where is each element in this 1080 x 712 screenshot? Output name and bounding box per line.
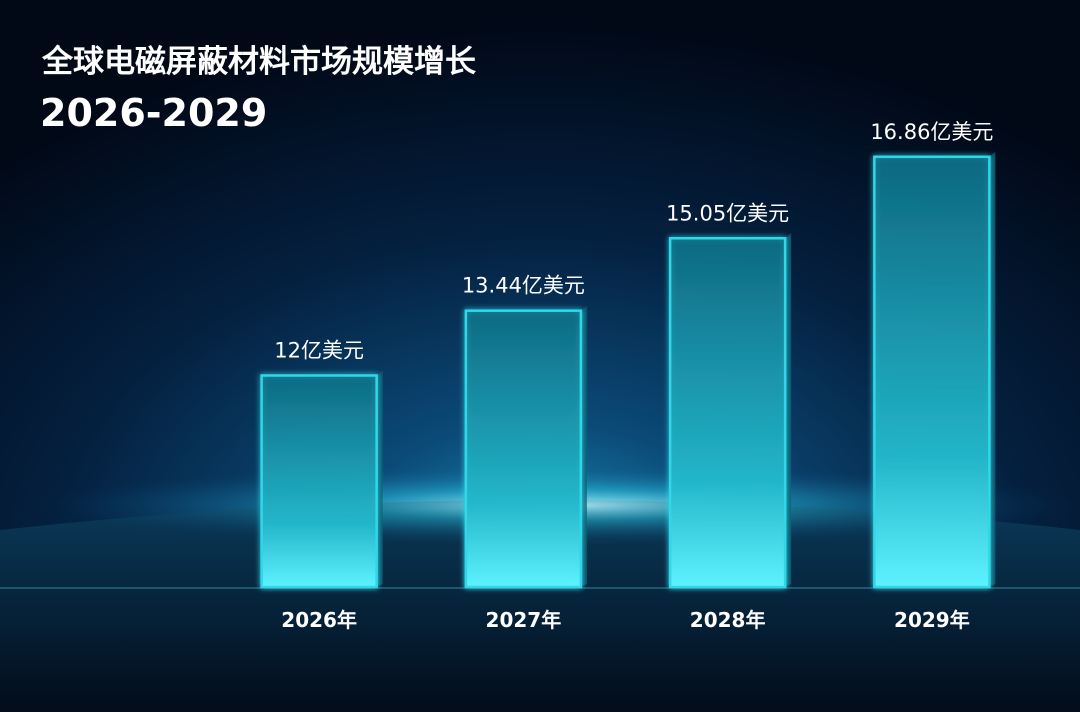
- bar-side: [376, 370, 383, 587]
- bar: [873, 155, 991, 589]
- value-label: 13.44亿美元: [462, 274, 585, 298]
- bar: [260, 374, 378, 589]
- bar: [464, 309, 583, 589]
- value-label: 12亿美元: [274, 339, 364, 363]
- chart-subtitle: 2026-2029: [40, 91, 267, 135]
- bar: [668, 237, 787, 589]
- value-label: 15.05亿美元: [666, 201, 789, 225]
- bar-side: [785, 233, 792, 587]
- x-tick-label: 2029年: [894, 608, 970, 632]
- x-tick-label: 2028年: [690, 608, 766, 632]
- bar-side: [580, 305, 587, 587]
- bar-side: [989, 151, 996, 588]
- x-tick-label: 2027年: [486, 608, 562, 632]
- x-tick-label: 2026年: [281, 608, 357, 632]
- plot: 12亿美元 2026年 13.44亿美元 2027年 15.05亿美元 2028年 16.8…: [260, 120, 996, 632]
- value-label: 16.86亿美元: [870, 120, 993, 144]
- chart-title: 全球电磁屏蔽材料市场规模增长: [41, 44, 476, 80]
